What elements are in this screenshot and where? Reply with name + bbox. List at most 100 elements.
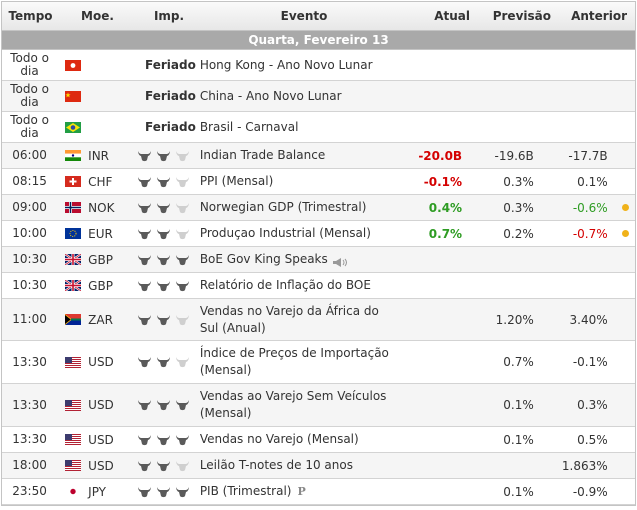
event-name[interactable]: Vendas no Varejo da África do Sul (Anual… [196, 299, 394, 340]
event-title[interactable]: Vendas no Varejo (Mensal) [199, 432, 359, 446]
table-row[interactable]: 10:00 EUR Produçao Industrial (Mensal) 0.7%… [2, 221, 635, 247]
event-name[interactable]: PIB (Trimestral) P [196, 479, 394, 504]
forecast-value [465, 81, 544, 111]
usa-flag-icon [65, 399, 82, 411]
actual-value [393, 479, 465, 504]
table-row[interactable]: Todo o dia Feriado China - Ano Novo Lunar [2, 81, 635, 112]
currency-code: GBP [88, 252, 113, 267]
table-row[interactable]: 18:00 USD Leilão T-notes de 10 anos 1.863% [2, 453, 635, 479]
event-title[interactable]: Vendas ao Varejo Sem Veículos (Mensal) [199, 389, 387, 420]
forecast-value: 0.3% [503, 174, 534, 189]
header-event[interactable]: Evento [280, 9, 328, 23]
event-name[interactable]: China - Ano Novo Lunar [196, 81, 394, 111]
event-title[interactable]: Índice de Preços de Importação (Mensal) [199, 346, 389, 377]
table-row[interactable]: Todo o dia Feriado Brasil - Carnaval [2, 112, 635, 143]
revision-indicator [616, 169, 635, 194]
event-time: Todo o dia [10, 82, 49, 109]
forecast-value: 0.1% [503, 484, 534, 499]
importance-rating [132, 427, 196, 452]
bull-icon [154, 486, 173, 498]
bull-icon [135, 176, 154, 188]
event-title[interactable]: Leilão T-notes de 10 anos [199, 458, 353, 472]
table-row[interactable]: 13:30 USD Índice de Preços de Importação (… [2, 341, 635, 384]
bull-icon [135, 356, 154, 368]
event-title[interactable]: Hong Kong - Ano Novo Lunar [199, 57, 373, 72]
previous-value: -0.1% [572, 355, 608, 369]
bull-icon [173, 176, 192, 188]
event-title[interactable]: Produçao Industrial (Mensal) [199, 226, 371, 240]
event-currency: GBP [57, 247, 132, 272]
event-name[interactable]: Hong Kong - Ano Novo Lunar [196, 50, 394, 80]
actual-value [393, 81, 465, 111]
brazil-flag-icon [65, 121, 82, 133]
actual-value [393, 299, 465, 340]
revised-dot-icon[interactable] [621, 230, 629, 237]
bull-icon [173, 356, 192, 368]
bull-icon [173, 314, 192, 326]
event-name[interactable]: Norwegian GDP (Trimestral) [196, 195, 394, 220]
header-currency[interactable]: Moe. [81, 9, 114, 23]
header-time[interactable]: Tempo [8, 9, 53, 23]
event-name[interactable]: Produçao Industrial (Mensal) [196, 221, 394, 246]
event-title[interactable]: Vendas no Varejo da África do Sul (Anual… [199, 303, 379, 335]
holiday-label: Feriado [145, 58, 196, 72]
forecast-value: 0.3% [503, 200, 534, 215]
header-forecast[interactable]: Previsão [492, 9, 551, 23]
table-row[interactable]: 08:15 CHF PPI (Mensal) -0.1% 0.3% 0.1% [2, 169, 635, 195]
event-currency: INR [57, 143, 132, 168]
bull-icon [154, 314, 173, 326]
revision-indicator [616, 195, 635, 220]
actual-value [393, 247, 465, 272]
bull-icon [173, 434, 192, 446]
header-previous[interactable]: Anterior [571, 9, 627, 23]
table-row[interactable]: 09:00 NOK Norwegian GDP (Trimestral) 0.4% 0.… [2, 195, 635, 221]
importance-rating [132, 195, 196, 220]
event-time: 06:00 [12, 148, 47, 162]
event-name[interactable]: PPI (Mensal) [196, 169, 394, 194]
preliminary-badge: P [297, 485, 306, 498]
currency-code: USD [88, 458, 114, 473]
importance-rating [132, 273, 196, 298]
bull-icon [173, 202, 192, 214]
event-name[interactable]: Índice de Preços de Importação (Mensal) [196, 341, 394, 383]
holiday-label: Feriado [145, 120, 196, 134]
south-africa-flag-icon [65, 314, 82, 325]
revised-dot-icon[interactable] [621, 204, 629, 211]
header-actual[interactable]: Atual [434, 9, 470, 23]
event-title[interactable]: PIB (Trimestral) [199, 484, 292, 498]
currency-code: ZAR [88, 312, 113, 327]
table-row[interactable]: 06:00 INR Indian Trade Balance -20.0B -19.6B… [2, 143, 635, 169]
event-title[interactable]: Norwegian GDP (Trimestral) [199, 200, 367, 214]
table-header: Tempo Moe. Imp. Evento Atual Previsão An… [2, 2, 635, 31]
uk-flag-icon [65, 254, 82, 265]
table-row[interactable]: 11:00 ZAR Vendas no Varejo da África do Su… [2, 299, 635, 341]
event-name[interactable]: Vendas no Varejo (Mensal) [196, 427, 394, 452]
event-title[interactable]: Indian Trade Balance [199, 148, 326, 162]
event-name[interactable]: BoE Gov King Speaks [196, 247, 394, 272]
event-title[interactable]: BoE Gov King Speaks [199, 252, 328, 266]
event-title[interactable]: PPI (Mensal) [199, 174, 274, 188]
table-row[interactable]: 13:30 USD Vendas ao Varejo Sem Veículos (M… [2, 384, 635, 427]
event-name[interactable]: Leilão T-notes de 10 anos [196, 453, 394, 478]
event-name[interactable]: Brasil - Carnaval [196, 112, 394, 142]
event-name[interactable]: Vendas ao Varejo Sem Veículos (Mensal) [196, 384, 394, 426]
previous-value [544, 247, 616, 272]
currency-code: INR [88, 148, 110, 163]
event-currency: JPY [57, 479, 132, 504]
event-name[interactable]: Indian Trade Balance [196, 143, 394, 168]
event-name[interactable]: Relatório de Inflação do BOE [196, 273, 394, 298]
event-time: 18:00 [12, 458, 47, 472]
event-title[interactable]: Relatório de Inflação do BOE [199, 278, 371, 292]
header-importance[interactable]: Imp. [153, 9, 185, 23]
table-row[interactable]: 10:30 GBP BoE Gov King Speaks [2, 247, 635, 273]
actual-value [393, 427, 465, 452]
table-row[interactable]: 23:50 JPY PIB (Trimestral) P 0.1% -0.9% [2, 479, 635, 505]
event-time: 10:00 [12, 226, 47, 240]
event-title[interactable]: China - Ano Novo Lunar [199, 88, 342, 103]
table-row[interactable]: 13:30 USD Vendas no Varejo (Mensal) 0.1% 0.5… [2, 427, 635, 453]
event-title[interactable]: Brasil - Carnaval [199, 119, 299, 134]
table-row[interactable]: 10:30 GBP Relatório de Inflação do BOE [2, 273, 635, 299]
table-row[interactable]: Todo o dia Feriado Hong Kong - Ano Novo Lu… [2, 50, 635, 81]
revision-indicator [616, 453, 635, 478]
